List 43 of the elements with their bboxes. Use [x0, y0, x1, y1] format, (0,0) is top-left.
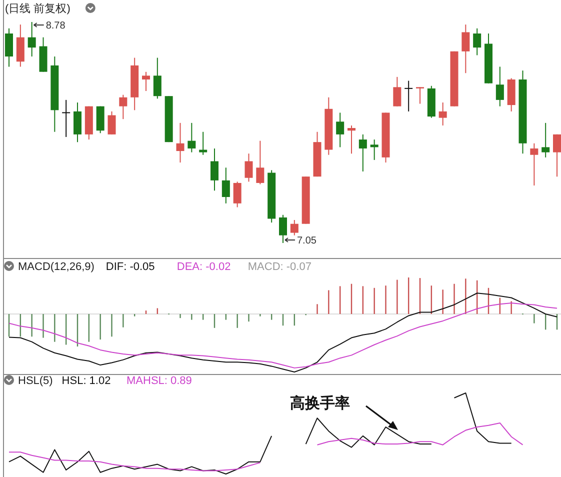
- candlestick: [553, 134, 561, 178]
- chart-title: MACD(12,26,9): [18, 261, 94, 273]
- chart-title: HSL(5): [18, 375, 53, 387]
- candlestick: [473, 28, 482, 56]
- candlestick: [393, 76, 402, 107]
- text: MAHSL: 0.89: [126, 375, 192, 387]
- candlestick: [233, 181, 242, 208]
- candlestick: [188, 122, 196, 153]
- candlestick: [256, 140, 264, 185]
- candlestick: [370, 139, 378, 160]
- annotation: 7.05: [297, 236, 317, 247]
- candlestick: [348, 124, 356, 154]
- candlestick: [153, 57, 162, 100]
- candlestick: [404, 80, 413, 112]
- candlestick: [290, 220, 298, 236]
- candlestick: [244, 153, 253, 182]
- text: DEA: -0.02: [176, 261, 231, 273]
- candlestick: [210, 148, 218, 192]
- candlestick: [462, 24, 470, 74]
- candlestick: [176, 122, 184, 164]
- candlestick: [199, 131, 208, 156]
- candlestick: [74, 102, 82, 143]
- candlestick: [542, 122, 550, 158]
- candlestick: [496, 66, 504, 107]
- candlestick: [62, 99, 70, 138]
- candlestick: [119, 94, 128, 120]
- candlestick: [416, 86, 424, 104]
- candlestick: [279, 214, 287, 244]
- chart-title: (日线 前复权): [5, 2, 70, 15]
- candlestick: [142, 71, 150, 92]
- text: DIF: -0.05: [106, 261, 155, 273]
- candlestick: [108, 110, 116, 135]
- annotation: 高换手率: [290, 394, 350, 412]
- candlestick: [438, 102, 447, 126]
- candlestick: [222, 167, 230, 204]
- candlestick: [530, 142, 538, 186]
- candlestick: [28, 22, 36, 57]
- text: MACD: -0.07: [248, 261, 312, 273]
- text: HSL: 1.02: [62, 375, 111, 387]
- candlestick: [358, 134, 367, 172]
- candlestick: [5, 28, 13, 68]
- annotation: 8.78: [46, 20, 66, 32]
- candlestick: [336, 112, 344, 148]
